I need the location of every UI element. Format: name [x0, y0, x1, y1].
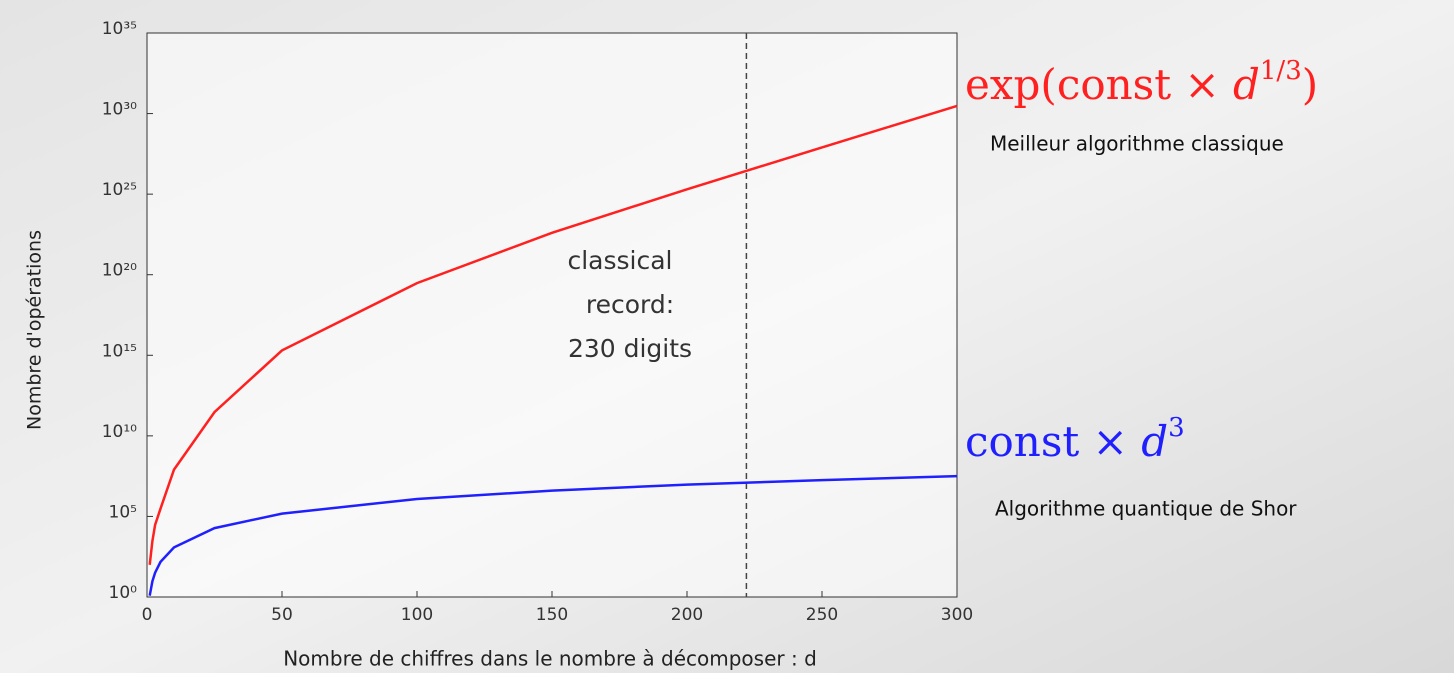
chart: Nombre d'opérations Nombre de chiffres d… — [0, 0, 1454, 673]
y-tick-label: 10⁵ — [109, 502, 137, 522]
y-tick-label: 10³⁵ — [102, 19, 137, 39]
series-formula: const × d3 — [965, 413, 1185, 466]
x-tick-label: 0 — [142, 605, 153, 625]
x-tick-label: 150 — [536, 605, 568, 625]
x-tick-label: 100 — [401, 605, 433, 625]
formula-exponent: 3 — [1168, 413, 1185, 443]
formula-variable: d — [1141, 417, 1168, 466]
annotation: 230 digits — [568, 334, 692, 363]
annotation: record: — [586, 290, 674, 319]
formula-part: exp(const × — [965, 60, 1233, 109]
formula-exponent: 1/3 — [1260, 56, 1302, 86]
y-tick-label: 10¹⁰ — [102, 422, 137, 442]
formula-variable: d — [1233, 60, 1260, 109]
y-tick-label: 10³⁰ — [102, 100, 137, 120]
plot-area — [147, 33, 957, 597]
formula-part: ) — [1302, 60, 1318, 109]
legend-label: Meilleur algorithme classique — [990, 132, 1284, 156]
annotation: classical — [567, 246, 672, 275]
y-tick-label: 10²⁰ — [102, 261, 137, 281]
legend-label: Algorithme quantique de Shor — [995, 497, 1297, 521]
x-tick-label: 200 — [671, 605, 703, 625]
x-axis-label: Nombre de chiffres dans le nombre à déco… — [283, 647, 817, 671]
y-tick-label: 10⁰ — [109, 583, 138, 603]
y-tick-label: 10¹⁵ — [102, 341, 137, 361]
x-tick-label: 300 — [941, 605, 973, 625]
x-tick-label: 50 — [271, 605, 293, 625]
page: Nombre d'opérations Nombre de chiffres d… — [0, 0, 1454, 673]
formula-part: const × — [965, 417, 1141, 466]
y-tick-label: 10²⁵ — [102, 180, 137, 200]
y-axis-label: Nombre d'opérations — [24, 230, 46, 430]
x-tick-label: 250 — [806, 605, 838, 625]
